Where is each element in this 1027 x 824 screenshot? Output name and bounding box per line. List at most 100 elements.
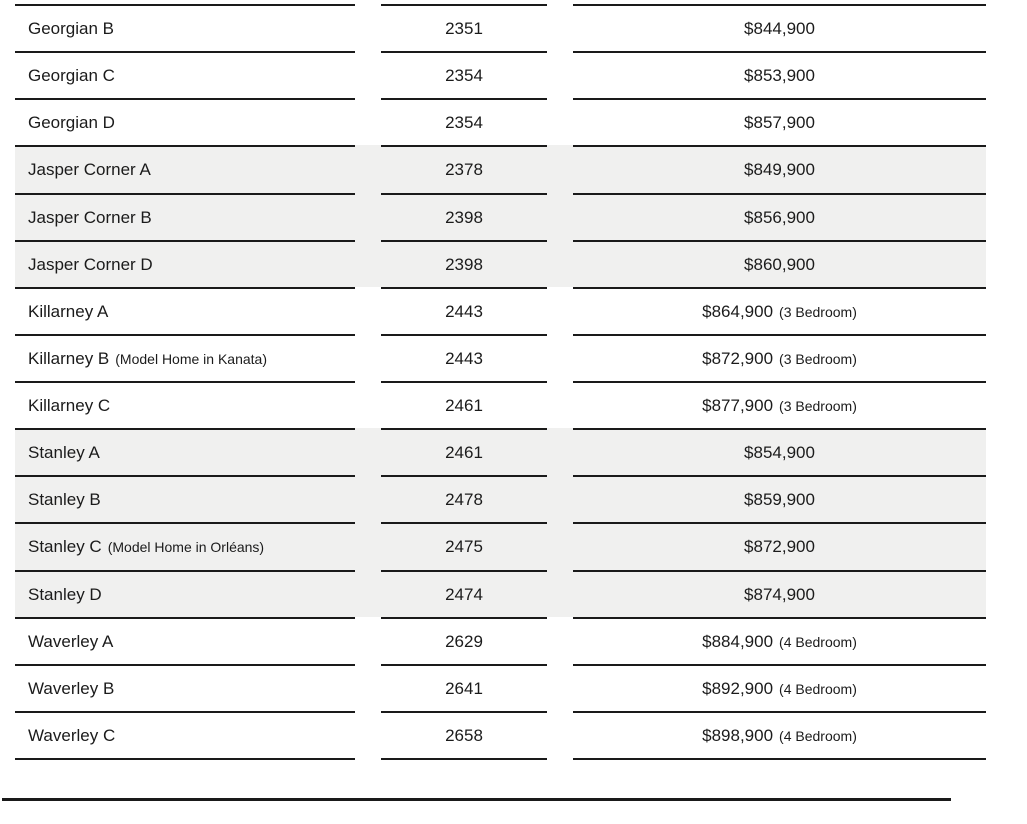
sqft-cell: 2461 [381,428,547,475]
price-note: (3 Bedroom) [779,303,857,320]
table-row: Waverley C 2658 $898,900 (4 Bedroom) [15,710,986,758]
model-name: Killarney C [28,396,111,415]
model-name: Waverley B [28,678,115,698]
price-value: $860,900 [744,254,815,274]
price-cell: $854,900 [573,428,986,475]
price-cell: $874,900 [573,569,986,617]
sqft-value: 2641 [445,678,483,698]
model-name: Killarney A [28,301,109,321]
price-cell: $877,900 (3 Bedroom) [573,381,986,428]
price-cell: $898,900 (4 Bedroom) [573,710,986,758]
price-value: $874,900 [744,584,815,604]
price-value: $877,900 [702,396,774,415]
sqft-value: 2461 [445,396,483,415]
model-cell: Jasper Corner B [15,192,355,240]
sqft-cell: 2354 [381,98,547,145]
sqft-cell: 2354 [381,51,547,98]
table-row: Jasper Corner D 2398 $860,900 [15,239,986,287]
model-name: Stanley C [28,537,102,557]
model-cell: Jasper Corner A [15,145,355,192]
model-cell: Stanley C (Model Home in Orléans) [15,522,355,569]
sqft-cell: 2629 [381,616,547,664]
model-name: Stanley A [28,443,100,463]
model-cell: Waverley A [15,616,355,664]
sqft-value: 2351 [445,19,483,38]
model-name: Killarney B [28,348,110,368]
sqft-value: 2658 [445,725,483,745]
bottom-border-model-segment [15,758,355,760]
sqft-cell: 2474 [381,569,547,617]
model-name: Waverley C [28,725,116,745]
price-note: (4 Bedroom) [779,727,857,744]
table-row: Stanley A 2461 $854,900 [15,428,986,476]
model-name: Georgian D [28,113,115,133]
price-value: $884,900 [702,631,774,651]
price-value: $849,900 [744,160,815,180]
price-note: (3 Bedroom) [779,350,857,367]
model-name: Jasper Corner A [28,160,151,180]
price-value: $853,900 [744,66,815,86]
sqft-value: 2398 [445,207,483,227]
price-value: $859,900 [744,490,815,510]
price-note: (3 Bedroom) [779,398,857,414]
price-value: $872,900 [702,348,774,368]
model-name: Stanley B [28,490,101,510]
price-cell: $849,900 [573,145,986,192]
model-cell: Stanley B [15,475,355,522]
model-cell: Waverley C [15,710,355,758]
table-row: Stanley C (Model Home in Orléans) 2475 $8… [15,522,986,570]
sqft-value: 2354 [445,113,483,133]
table-row: Stanley B 2478 $859,900 [15,475,986,523]
table-row: Killarney B (Model Home in Kanata) 2443 $… [15,333,986,381]
sqft-cell: 2443 [381,333,547,381]
sqft-cell: 2641 [381,663,547,711]
bottom-border-price-segment [573,758,986,760]
sqft-cell: 2378 [381,145,547,192]
price-value: $892,900 [702,678,774,698]
table-row: Waverley B 2641 $892,900 (4 Bedroom) [15,663,986,711]
price-cell: $860,900 [573,239,986,287]
model-name: Waverley A [28,631,114,651]
table-row: Killarney C 2461 $877,900 (3 Bedroom) [15,381,986,429]
sqft-value: 2354 [445,66,483,86]
price-cell: $857,900 [573,98,986,145]
table-row: Waverley A 2629 $884,900 (4 Bedroom) [15,616,986,664]
model-name: Jasper Corner B [28,207,152,227]
model-cell: Georgian C [15,51,355,98]
model-cell: Waverley B [15,663,355,711]
price-cell: $864,900 (3 Bedroom) [573,286,986,334]
sqft-value: 2629 [445,631,483,651]
sqft-value: 2474 [445,584,483,604]
price-note: (4 Bedroom) [779,680,857,697]
sqft-cell: 2398 [381,239,547,287]
footer-rule [2,798,951,801]
price-cell: $856,900 [573,192,986,240]
price-cell: $859,900 [573,475,986,522]
model-cell: Jasper Corner D [15,239,355,287]
model-cell: Killarney B (Model Home in Kanata) [15,333,355,381]
sqft-value: 2443 [445,348,483,368]
sqft-value: 2443 [445,301,483,321]
price-note: (4 Bedroom) [779,633,857,650]
sqft-value: 2398 [445,254,483,274]
model-cell: Stanley A [15,428,355,475]
price-cell: $872,900 (3 Bedroom) [573,333,986,381]
model-name: Georgian B [28,19,114,38]
model-cell: Georgian B [15,4,355,51]
price-value: $857,900 [744,113,815,133]
model-name: Georgian C [28,66,115,86]
table-row: Killarney A 2443 $864,900 (3 Bedroom) [15,286,986,334]
model-cell: Killarney A [15,286,355,334]
sqft-value: 2478 [445,490,483,510]
sqft-cell: 2478 [381,475,547,522]
table-row: Jasper Corner B 2398 $856,900 [15,192,986,240]
bottom-border-sqft-segment [381,758,547,760]
price-value: $872,900 [744,537,815,557]
model-cell: Georgian D [15,98,355,145]
model-note: (Model Home in Kanata) [115,350,268,367]
table-row: Stanley D 2474 $874,900 [15,569,986,617]
price-value: $898,900 [702,725,774,745]
price-value: $864,900 [702,301,774,321]
sqft-cell: 2475 [381,522,547,569]
model-cell: Killarney C [15,381,355,428]
